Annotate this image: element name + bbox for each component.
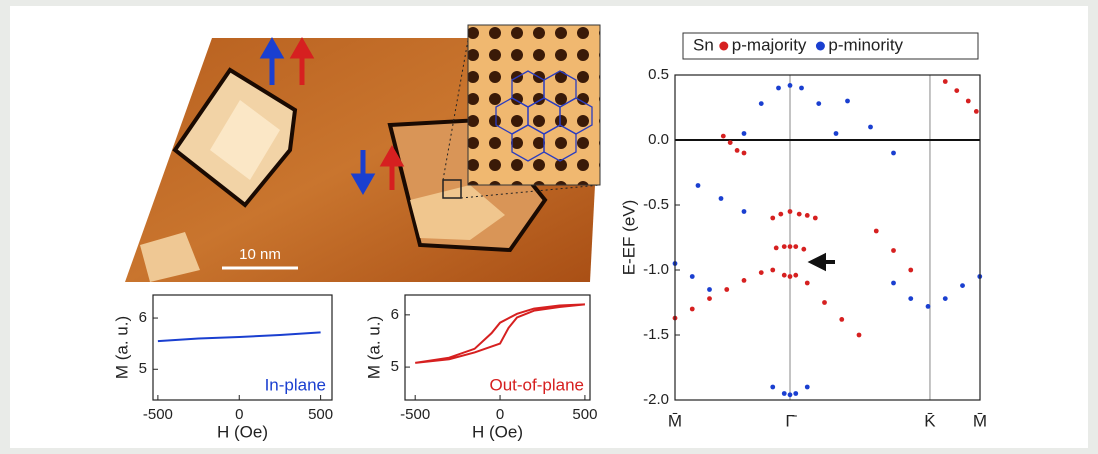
band-point bbox=[690, 274, 695, 279]
band-point bbox=[857, 333, 862, 338]
band-point bbox=[797, 212, 802, 217]
y-axis-label: M (a. u.) bbox=[364, 316, 383, 379]
x-tick-label: K̄ bbox=[924, 411, 936, 430]
y-tick-label: 5 bbox=[139, 360, 147, 377]
band-point bbox=[759, 270, 764, 275]
y-tick-label: -0.5 bbox=[643, 196, 669, 213]
band-point bbox=[788, 392, 793, 397]
x-tick-label: -500 bbox=[143, 406, 173, 423]
band-point bbox=[891, 151, 896, 156]
y-axis-label: E-EF (eV) bbox=[619, 200, 638, 276]
band-point bbox=[778, 212, 783, 217]
figure: 10 nm 5 6 -500 0 500 H (Oe) M (a. u.) In-plane 5… bbox=[0, 0, 1098, 454]
band-point bbox=[891, 248, 896, 253]
y-tick-label: -2.0 bbox=[643, 391, 669, 408]
y-axis-label: M (a. u.) bbox=[112, 316, 131, 379]
band-point bbox=[816, 101, 821, 106]
band-point bbox=[721, 134, 726, 139]
band-point bbox=[874, 229, 879, 234]
y-tick-label: -1.0 bbox=[643, 261, 669, 278]
band-point bbox=[742, 131, 747, 136]
x-axis-label: H (Oe) bbox=[217, 422, 268, 441]
x-tick-label: 500 bbox=[572, 406, 597, 423]
band-point bbox=[801, 247, 806, 252]
band-point bbox=[742, 209, 747, 214]
x-tick-label: 0 bbox=[496, 406, 504, 423]
x-tick-label: M̄ bbox=[668, 411, 682, 430]
band-point bbox=[793, 273, 798, 278]
legend-label: Out-of-plane bbox=[490, 375, 585, 394]
band-point bbox=[770, 216, 775, 221]
band-point bbox=[834, 131, 839, 136]
band-point bbox=[788, 83, 793, 88]
y-tick-label: 5 bbox=[391, 358, 399, 375]
legend-label: In-plane bbox=[265, 375, 326, 394]
band-point bbox=[690, 307, 695, 312]
x-axis-label: H (Oe) bbox=[472, 422, 523, 441]
band-point bbox=[943, 79, 948, 84]
band-point bbox=[822, 300, 827, 305]
band-point bbox=[782, 244, 787, 249]
scale-bar-label: 10 nm bbox=[239, 246, 281, 263]
band-point bbox=[724, 287, 729, 292]
band-point bbox=[719, 196, 724, 201]
x-tick-label: M̄ bbox=[973, 411, 987, 430]
band-point bbox=[839, 317, 844, 322]
band-point bbox=[793, 391, 798, 396]
band-point bbox=[735, 148, 740, 153]
band-point bbox=[742, 278, 747, 283]
band-point bbox=[966, 99, 971, 104]
band-point bbox=[707, 287, 712, 292]
band-point bbox=[799, 86, 804, 91]
band-point bbox=[908, 268, 913, 273]
band-point bbox=[696, 183, 701, 188]
band-point bbox=[782, 391, 787, 396]
y-tick-label: 0.5 bbox=[648, 66, 669, 83]
band-point bbox=[974, 109, 979, 114]
band-point bbox=[774, 246, 779, 251]
band-point bbox=[813, 216, 818, 221]
band-point bbox=[759, 101, 764, 106]
band-point bbox=[943, 296, 948, 301]
band-point bbox=[782, 273, 787, 278]
legend-label: p-majority bbox=[732, 35, 807, 54]
band-point bbox=[728, 140, 733, 145]
band-point bbox=[960, 283, 965, 288]
x-tick-label: -500 bbox=[400, 406, 430, 423]
band-point bbox=[868, 125, 873, 130]
y-tick-label: 6 bbox=[391, 306, 399, 323]
x-tick-label: 500 bbox=[308, 406, 333, 423]
band-point bbox=[805, 213, 810, 218]
band-point bbox=[788, 274, 793, 279]
y-tick-label: 6 bbox=[139, 309, 147, 326]
band-point bbox=[805, 281, 810, 286]
legend-title: Sn bbox=[693, 35, 714, 54]
legend-marker bbox=[816, 42, 825, 51]
band-point bbox=[707, 296, 712, 301]
band-point bbox=[926, 304, 931, 309]
band-point bbox=[908, 296, 913, 301]
band-point bbox=[742, 151, 747, 156]
band-point bbox=[845, 99, 850, 104]
band-point bbox=[788, 209, 793, 214]
band-point bbox=[793, 244, 798, 249]
x-tick-label: 0 bbox=[235, 406, 243, 423]
legend-marker bbox=[719, 42, 728, 51]
band-point bbox=[776, 86, 781, 91]
band-point bbox=[954, 88, 959, 93]
legend-label: p-minority bbox=[828, 35, 903, 54]
band-point bbox=[770, 385, 775, 390]
y-tick-label: 0.0 bbox=[648, 131, 669, 148]
band-point bbox=[805, 385, 810, 390]
y-tick-label: -1.5 bbox=[643, 326, 669, 343]
band-point bbox=[891, 281, 896, 286]
band-point bbox=[770, 268, 775, 273]
band-point bbox=[788, 244, 793, 249]
